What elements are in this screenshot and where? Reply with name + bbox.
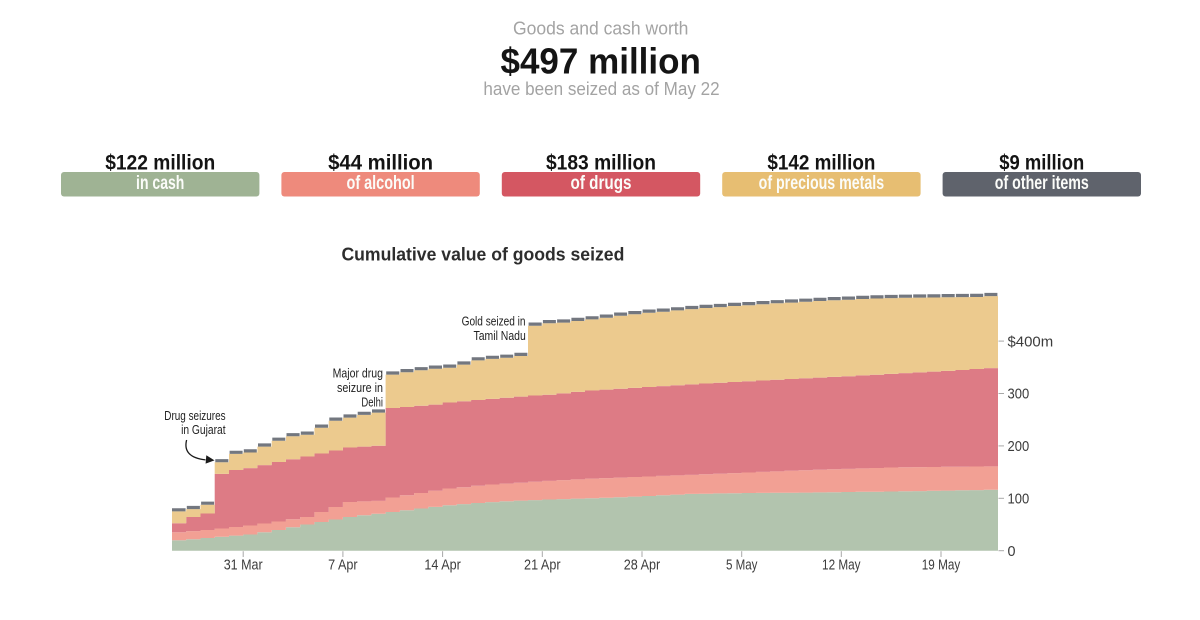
svg-text:14 Apr: 14 Apr — [424, 556, 461, 573]
svg-text:21 Apr: 21 Apr — [524, 556, 561, 573]
svg-text:Gold seized in: Gold seized in — [462, 313, 526, 328]
svg-text:of drugs: of drugs — [571, 172, 632, 194]
svg-text:$122 million: $122 million — [105, 151, 215, 175]
svg-text:$44 million: $44 million — [328, 151, 433, 175]
svg-text:12 May: 12 May — [822, 556, 861, 573]
svg-text:in Gujarat: in Gujarat — [181, 422, 226, 437]
svg-text:$9 million: $9 million — [999, 151, 1084, 175]
svg-text:seizure in: seizure in — [337, 380, 383, 395]
svg-text:of alcohol: of alcohol — [347, 172, 415, 194]
svg-text:in cash: in cash — [136, 172, 184, 194]
svg-text:Major drug: Major drug — [333, 366, 383, 381]
svg-text:300: 300 — [1008, 386, 1030, 403]
svg-text:7 Apr: 7 Apr — [328, 556, 358, 573]
svg-text:19 May: 19 May — [922, 556, 961, 573]
svg-text:Goods and cash worth: Goods and cash worth — [513, 19, 688, 39]
svg-text:28 Apr: 28 Apr — [624, 556, 661, 573]
svg-text:of other items: of other items — [995, 172, 1089, 194]
svg-text:of precious metals: of precious metals — [759, 172, 885, 194]
svg-text:$142 million: $142 million — [767, 151, 875, 175]
svg-text:have been seized as of May 22: have been seized as of May 22 — [483, 79, 719, 99]
svg-text:Cumulative value of goods seiz: Cumulative value of goods seized — [341, 244, 624, 265]
svg-text:$400m: $400m — [1008, 333, 1054, 350]
svg-text:200: 200 — [1008, 438, 1030, 455]
svg-text:31 Mar: 31 Mar — [224, 556, 263, 573]
svg-text:Tamil Nadu: Tamil Nadu — [474, 328, 526, 343]
svg-text:$497 million: $497 million — [501, 40, 701, 81]
svg-text:$183 million: $183 million — [546, 151, 656, 175]
svg-text:5 May: 5 May — [726, 556, 758, 573]
svg-text:0: 0 — [1008, 543, 1016, 560]
svg-text:100: 100 — [1008, 491, 1030, 508]
svg-text:Drug seizures: Drug seizures — [164, 408, 225, 423]
svg-text:Delhi: Delhi — [361, 394, 383, 409]
